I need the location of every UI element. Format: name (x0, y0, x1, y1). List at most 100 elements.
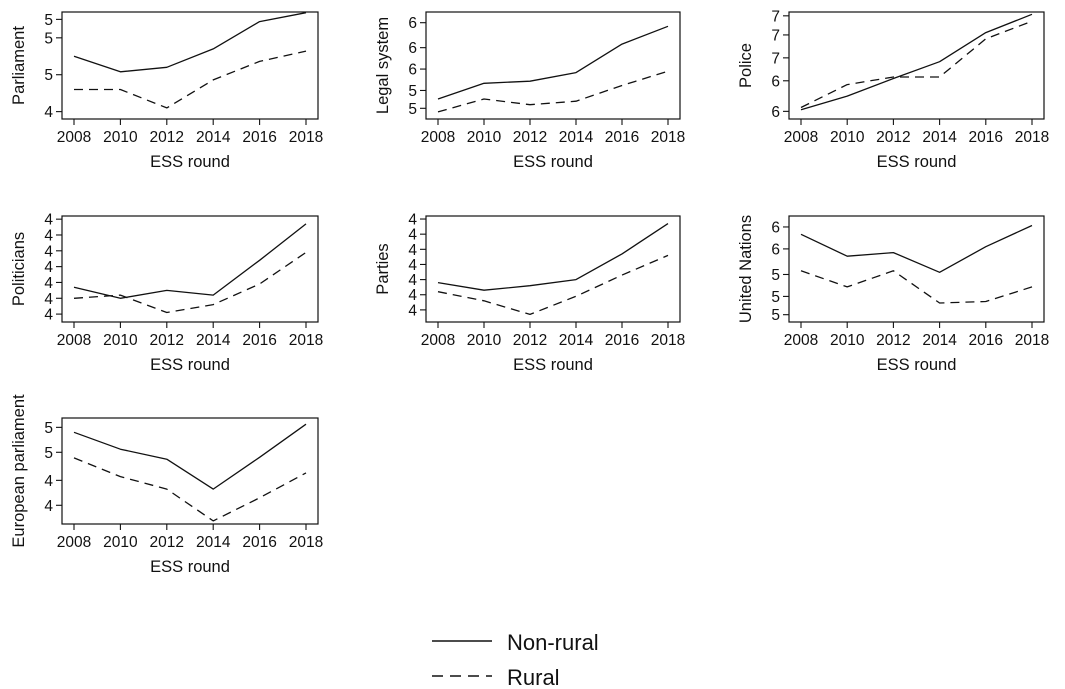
y-tick-label: 4 (44, 275, 53, 292)
series-line-rural (437, 70, 669, 113)
y-axis-label: European parliament (10, 394, 28, 548)
y-tick-label: 4 (408, 212, 417, 229)
series-line-non-rural (437, 25, 669, 100)
x-tick-label: 2016 (605, 332, 639, 349)
y-tick-label: 5 (771, 289, 780, 306)
y-tick-label: 6 (771, 73, 780, 90)
y-tick-label: 4 (408, 257, 417, 274)
panel-police: 2008 2010 2012 2014 2016 2018 6 6 7 7 7 ESS round Po… (737, 8, 1049, 171)
x-tick-label: 2010 (467, 129, 502, 146)
x-tick-label: 2014 (922, 332, 957, 349)
y-tick-label: 4 (44, 473, 53, 490)
x-tick-label: 2012 (150, 332, 184, 349)
x-tick-label: 2010 (103, 332, 138, 349)
x-tick-label: 2018 (1015, 332, 1049, 349)
x-axis-label: ESS round (513, 356, 593, 374)
x-axis-label: ESS round (150, 558, 230, 576)
y-tick-label: 6 (771, 241, 780, 258)
y-tick-label: 7 (771, 27, 780, 44)
x-tick-label: 2010 (103, 129, 138, 146)
x-tick-label: 2012 (876, 332, 910, 349)
x-tick-label: 2010 (103, 534, 138, 551)
y-tick-label: 4 (44, 259, 53, 276)
y-axis-label: Legal system (374, 17, 392, 114)
series-line-rural (74, 50, 307, 109)
panel-european-parliament: 2008 2010 2012 2014 2016 2018 4 4 5 5 ESS round Eur… (10, 394, 323, 576)
x-tick-label: 2014 (196, 534, 231, 551)
y-tick-label: 4 (44, 498, 53, 515)
y-tick-label: 4 (44, 104, 53, 121)
y-tick-label: 6 (408, 15, 417, 32)
x-axis-label: ESS round (150, 153, 230, 171)
legend-label-rural: Rural (507, 665, 560, 689)
y-tick-label: 7 (771, 50, 780, 67)
y-tick-label: 5 (44, 12, 53, 29)
series-line-non-rural (437, 223, 669, 291)
x-axis-label: ESS round (877, 153, 957, 171)
y-tick-label: 4 (408, 302, 417, 319)
plot-frame (425, 11, 681, 120)
x-tick-label: 2010 (467, 332, 502, 349)
y-tick-label: 7 (771, 8, 780, 25)
x-tick-label: 2016 (242, 534, 276, 551)
y-tick-label: 6 (771, 219, 780, 236)
x-tick-label: 2016 (969, 332, 1003, 349)
y-tick-label: 5 (44, 445, 53, 462)
y-tick-label: 4 (44, 227, 53, 244)
series-line-non-rural (73, 223, 307, 299)
x-tick-label: 2014 (559, 129, 594, 146)
y-tick-label: 5 (44, 420, 53, 437)
plot-frame (425, 215, 681, 323)
x-tick-label: 2014 (922, 129, 957, 146)
x-tick-label: 2018 (289, 129, 323, 146)
series-line-rural (73, 251, 307, 314)
x-tick-label: 2016 (242, 129, 276, 146)
x-tick-label: 2012 (150, 534, 184, 551)
x-tick-label: 2014 (196, 129, 231, 146)
x-axis-label: ESS round (513, 153, 593, 171)
series-line-rural (800, 270, 1033, 304)
y-tick-label: 6 (771, 104, 780, 121)
plot-frame (61, 11, 319, 120)
x-tick-label: 2016 (969, 129, 1003, 146)
x-axis-label: ESS round (877, 356, 957, 374)
x-tick-label: 2008 (57, 534, 91, 551)
y-tick-label: 5 (771, 267, 780, 284)
y-axis-label: Politicians (10, 232, 28, 306)
x-tick-label: 2012 (513, 332, 547, 349)
plot-frame (788, 11, 1045, 120)
x-tick-label: 2008 (57, 129, 91, 146)
x-tick-label: 2018 (651, 332, 685, 349)
plot-frame (61, 215, 319, 323)
plot-frame (61, 417, 319, 525)
y-tick-label: 6 (408, 62, 417, 79)
y-tick-label: 4 (408, 287, 417, 304)
x-tick-label: 2018 (289, 534, 323, 551)
panel-legal-system: 2008 2010 2012 2014 2016 2018 55 6 6 6 ESS round Le… (374, 11, 685, 171)
y-axis-label: Police (737, 43, 755, 88)
y-axis-label: Parliament (10, 26, 28, 105)
x-tick-label: 2018 (289, 332, 323, 349)
y-tick-label: 5 (44, 30, 53, 47)
x-tick-label: 2018 (651, 129, 685, 146)
y-tick-label: 5 (44, 67, 53, 84)
x-tick-label: 2012 (876, 129, 910, 146)
legend-label-non-rural: Non-rural (507, 630, 599, 655)
legend: Non-rural Rural (432, 630, 599, 689)
y-tick-label: 4 (408, 272, 417, 289)
x-tick-label: 2016 (605, 129, 639, 146)
series-line-rural (73, 457, 307, 522)
y-tick-label: 4 (44, 291, 53, 308)
x-tick-label: 2008 (57, 332, 91, 349)
x-tick-label: 2012 (513, 129, 547, 146)
x-tick-label: 2016 (242, 332, 276, 349)
series-line-rural (437, 254, 669, 316)
y-tick-label: 4 (408, 227, 417, 244)
y-tick-label: 5 (771, 307, 780, 324)
plot-frame (788, 215, 1045, 323)
